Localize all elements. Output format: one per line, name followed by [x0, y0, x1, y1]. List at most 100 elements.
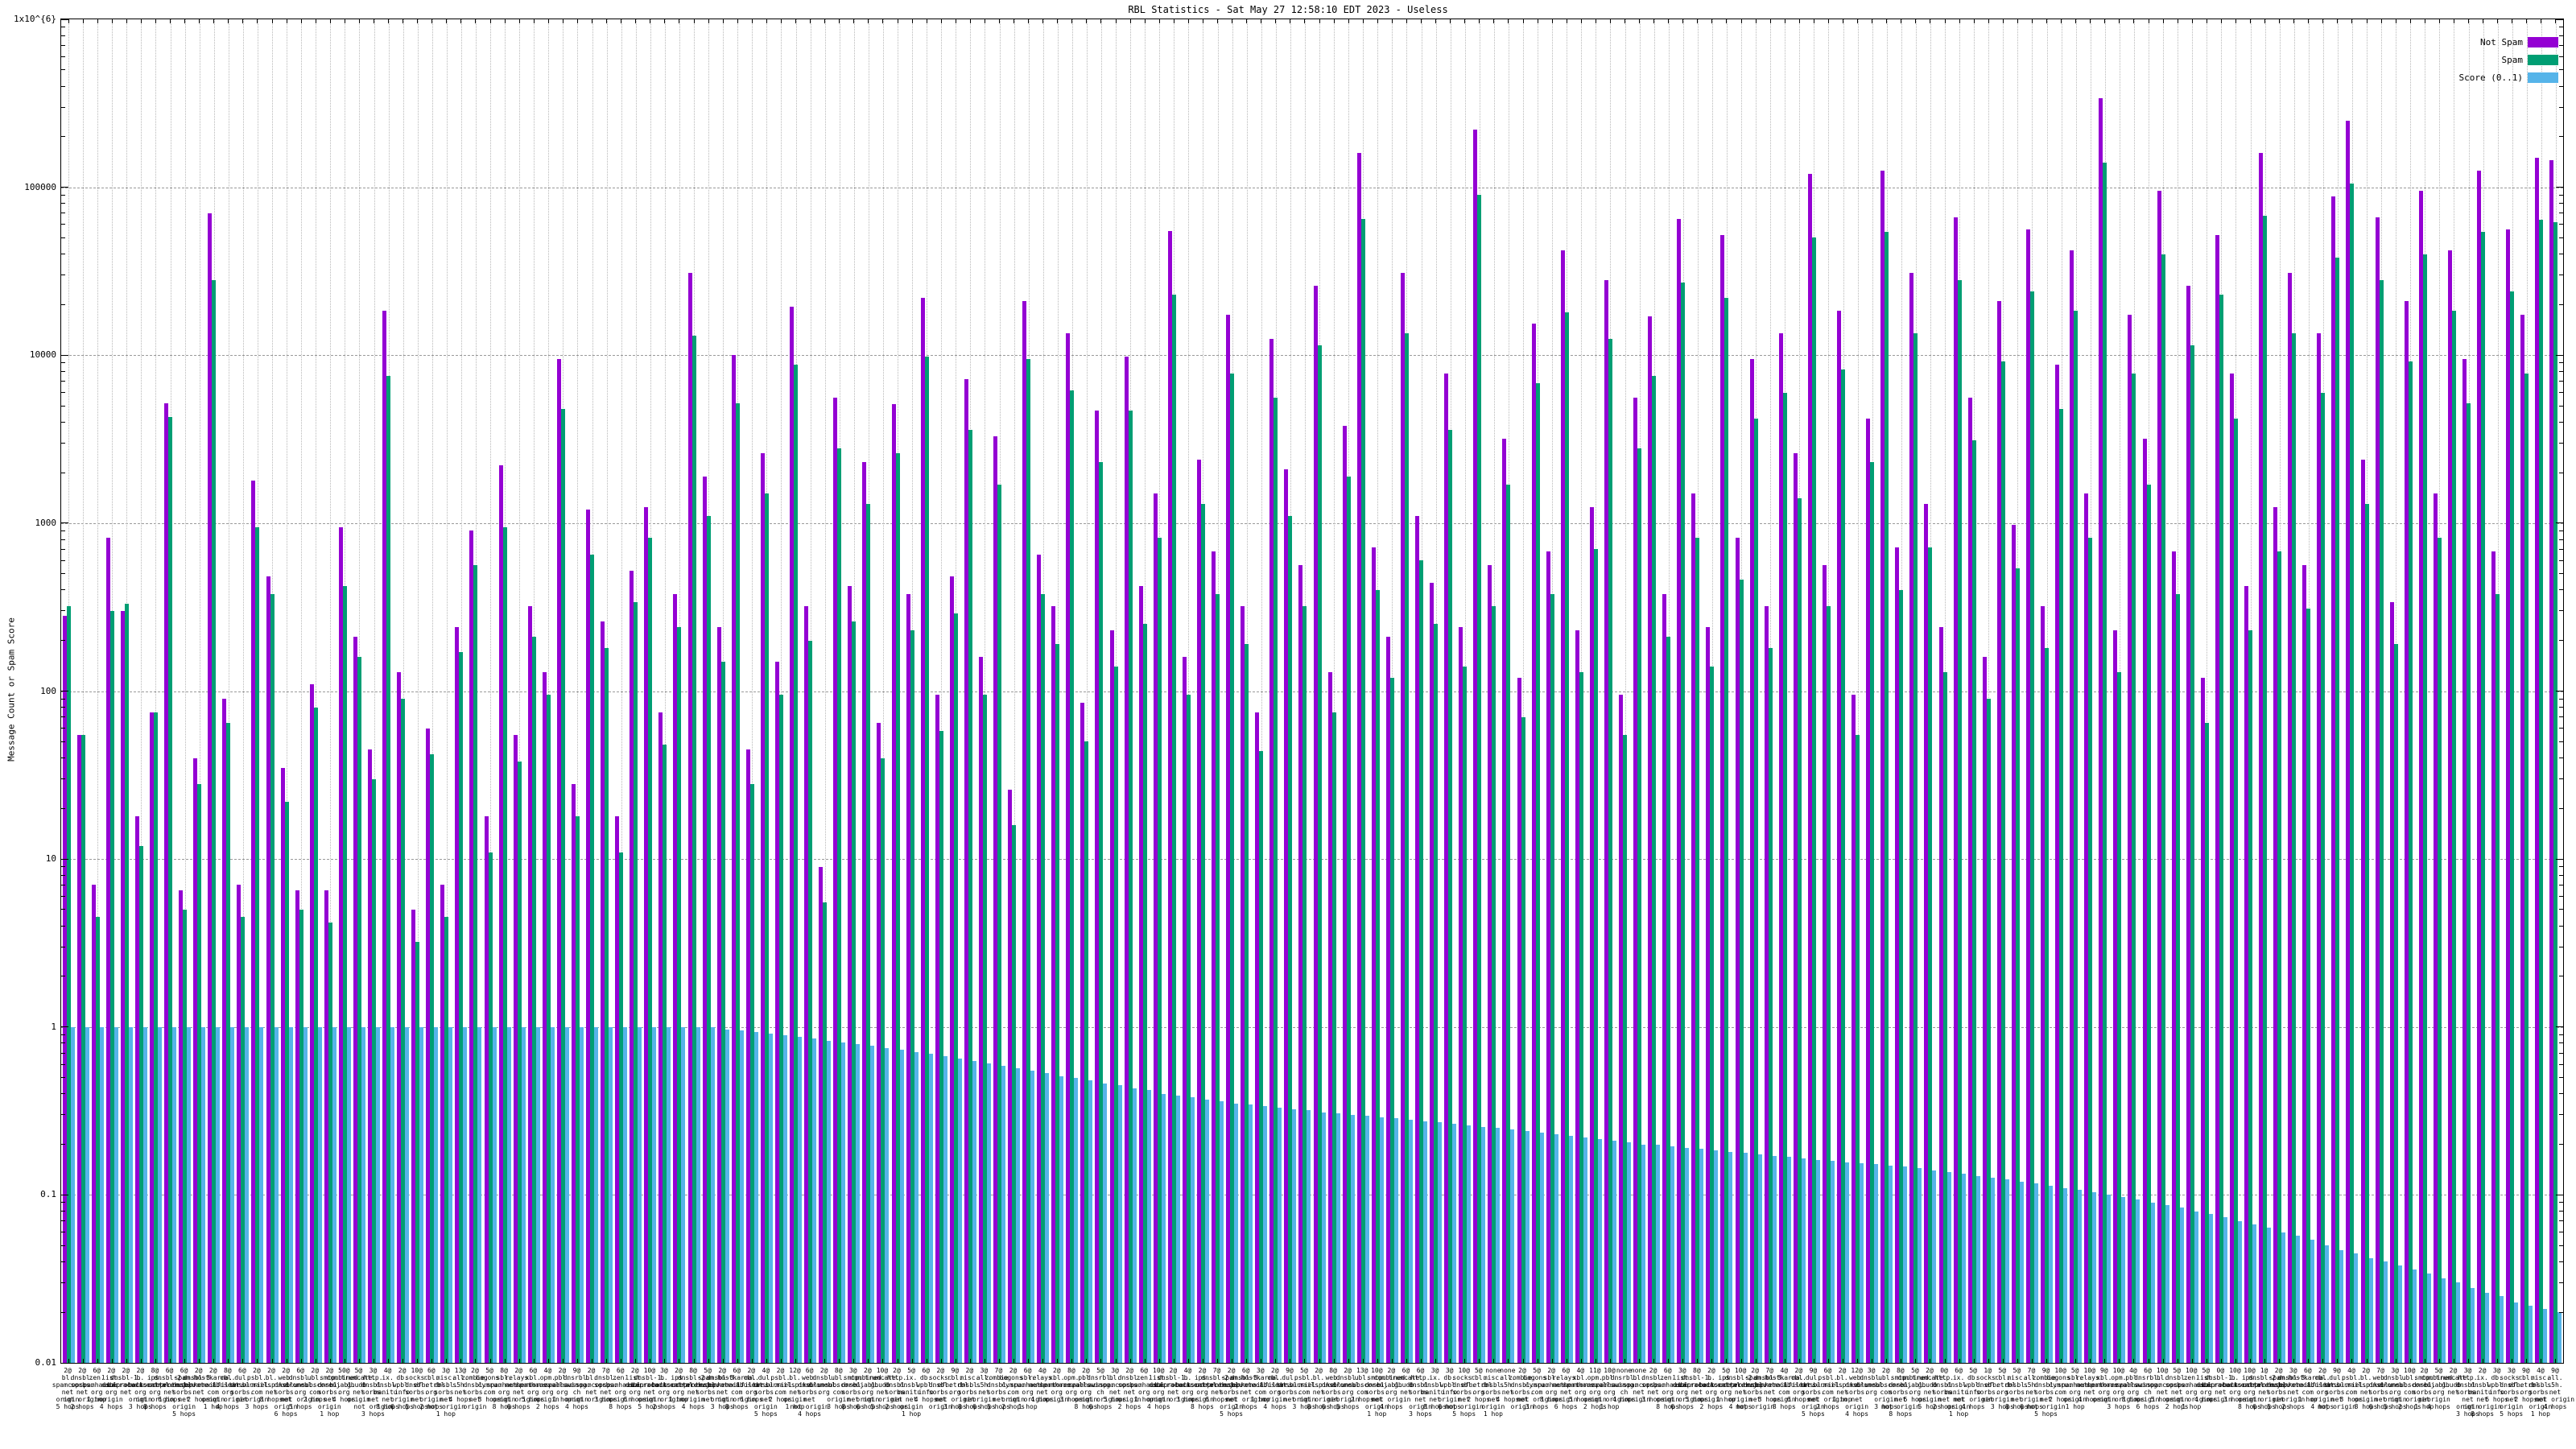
- bar-spam: [1826, 606, 1831, 1363]
- legend-label-score: Score (0..1): [2458, 72, 2523, 83]
- bar-not-spam: [1153, 493, 1158, 1363]
- x-tick: [1071, 1359, 1073, 1363]
- bar-spam: [1913, 333, 1918, 1363]
- bar-score: [1918, 1168, 1922, 1363]
- x-tick-label: 10@ pbl. spamhaus. org not origin 1 hop: [1590, 1367, 1629, 1410]
- bar-score: [1932, 1170, 1937, 1363]
- x-grid-line: [621, 19, 622, 1363]
- bar-not-spam: [556, 358, 561, 1363]
- x-tick: [82, 1359, 84, 1363]
- x-tick: [795, 1359, 797, 1363]
- x-tick-label: 4@ ix. dnsbl. manitu. net 8 hops: [374, 1367, 402, 1410]
- x-tick: [1333, 19, 1335, 23]
- x-tick-label: 2@ truncate. gbudb. net: [2435, 1367, 2471, 1396]
- x-tick: [999, 19, 1000, 23]
- bar-spam: [2161, 254, 2165, 1363]
- bar-spam: [2350, 184, 2355, 1363]
- bar-spam: [2233, 418, 2238, 1363]
- bar-score: [2194, 1211, 2198, 1363]
- bar-score: [288, 1026, 293, 1363]
- bar-not-spam: [295, 890, 299, 1363]
- bar-score: [1845, 1162, 1850, 1363]
- bar-not-spam: [1604, 279, 1608, 1363]
- x-tick-label: 3@ http. dnsbl. sorbs. net not origin 3 …: [353, 1367, 393, 1418]
- y-minor-tick: [2559, 698, 2563, 700]
- bar-spam: [749, 783, 754, 1363]
- x-tick-label: 10@ dnsbl-1. uceprotect. net origin 5 ho…: [628, 1367, 671, 1410]
- x-tick: [2351, 1359, 2353, 1363]
- y-minor-tick: [61, 1042, 65, 1044]
- bar-not-spam: [2389, 601, 2394, 1363]
- y-minor-tick: [2559, 707, 2563, 708]
- bar-not-spam: [251, 480, 256, 1363]
- bar-not-spam: [411, 909, 416, 1363]
- y-minor-tick: [61, 866, 65, 868]
- x-tick: [2046, 19, 2048, 23]
- bar-not-spam: [1837, 310, 1842, 1363]
- x-tick: [1158, 19, 1160, 23]
- chart-title: RBL Statistics - Sat May 27 12:58:10 EDT…: [1128, 4, 1448, 15]
- x-tick-label: 5@ misc. dnsbl. sorbs. net 8 hops: [2004, 1367, 2029, 1410]
- y-minor-tick: [61, 895, 65, 897]
- y-minor-tick: [61, 640, 65, 642]
- x-tick: [1726, 19, 1728, 23]
- y-tick-label: 0.01: [35, 1357, 57, 1368]
- y-minor-tick: [61, 778, 65, 780]
- bar-not-spam: [1138, 586, 1143, 1363]
- x-tick: [2017, 1359, 2018, 1363]
- y-minor-tick: [61, 573, 65, 575]
- x-tick: [475, 19, 477, 23]
- bar-spam: [313, 707, 318, 1363]
- bar-score: [1423, 1121, 1428, 1363]
- x-tick: [693, 1359, 695, 1363]
- bar-not-spam: [1182, 656, 1187, 1363]
- x-tick-label: 9@ dul. dnsbl. sorbs. net origin 5 hops: [1801, 1367, 1825, 1418]
- y-minor-tick: [61, 1282, 65, 1283]
- x-tick: [1450, 1359, 1451, 1363]
- x-tick-label: 8@ opm. tornevall. org 3 hops: [1051, 1367, 1091, 1403]
- y-minor-tick: [61, 1052, 65, 1054]
- bar-score: [346, 1026, 351, 1363]
- x-tick-label: 5@ dnsbl. sorbs. net origin 2 hops: [2165, 1367, 2189, 1410]
- bar-score: [477, 1026, 482, 1363]
- x-tick: [708, 19, 709, 23]
- bar-not-spam: [2549, 159, 2554, 1363]
- x-tick: [1013, 1359, 1015, 1363]
- bar-score: [2136, 1199, 2140, 1363]
- bar-not-spam: [2229, 373, 2234, 1363]
- bar-not-spam: [833, 397, 838, 1363]
- x-tick: [2250, 1359, 2251, 1363]
- x-tick-label: 8@ dnsbl-2. uceprotect. net origin 4 hop…: [671, 1367, 715, 1410]
- bar-score: [1146, 1090, 1151, 1363]
- bar-spam: [109, 610, 114, 1363]
- x-tick-label: 6@ zen. spamhaus. org 1 hop: [79, 1367, 114, 1403]
- bar-spam: [794, 364, 799, 1363]
- y-major-tick: [61, 1362, 68, 1364]
- y-minor-tick: [61, 1245, 65, 1246]
- bar-not-spam: [280, 767, 285, 1363]
- bar-score: [899, 1050, 904, 1363]
- bar-not-spam: [1633, 397, 1638, 1363]
- bar-not-spam: [1735, 537, 1740, 1363]
- x-tick: [1100, 1359, 1102, 1363]
- x-tick: [1711, 1359, 1713, 1363]
- y-major-tick: [61, 522, 68, 524]
- x-tick: [1493, 19, 1495, 23]
- x-tick-label: 4@ psbl. surriel. com 3 hops: [2335, 1367, 2368, 1403]
- bar-score: [2063, 1187, 2068, 1363]
- bar-not-spam: [1196, 459, 1201, 1363]
- x-tick: [751, 1359, 753, 1363]
- x-tick: [547, 19, 549, 23]
- x-tick-label: 9@ dul. dnsbl. sorbs. net not origin: [2317, 1367, 2356, 1410]
- y-minor-tick: [61, 1211, 65, 1212]
- bar-score: [667, 1026, 671, 1363]
- legend-row-spam: Spam: [2459, 55, 2558, 65]
- bar-not-spam: [2157, 191, 2161, 1363]
- x-tick: [1508, 1359, 1509, 1363]
- bar-score: [1335, 1113, 1340, 1363]
- bar-spam: [1782, 392, 1787, 1363]
- bar-score: [1045, 1073, 1050, 1363]
- x-tick: [940, 19, 942, 23]
- x-tick-label: 5@ spam. dnsbl. sorbs. net: [696, 1367, 720, 1403]
- bar-spam: [1593, 549, 1598, 1363]
